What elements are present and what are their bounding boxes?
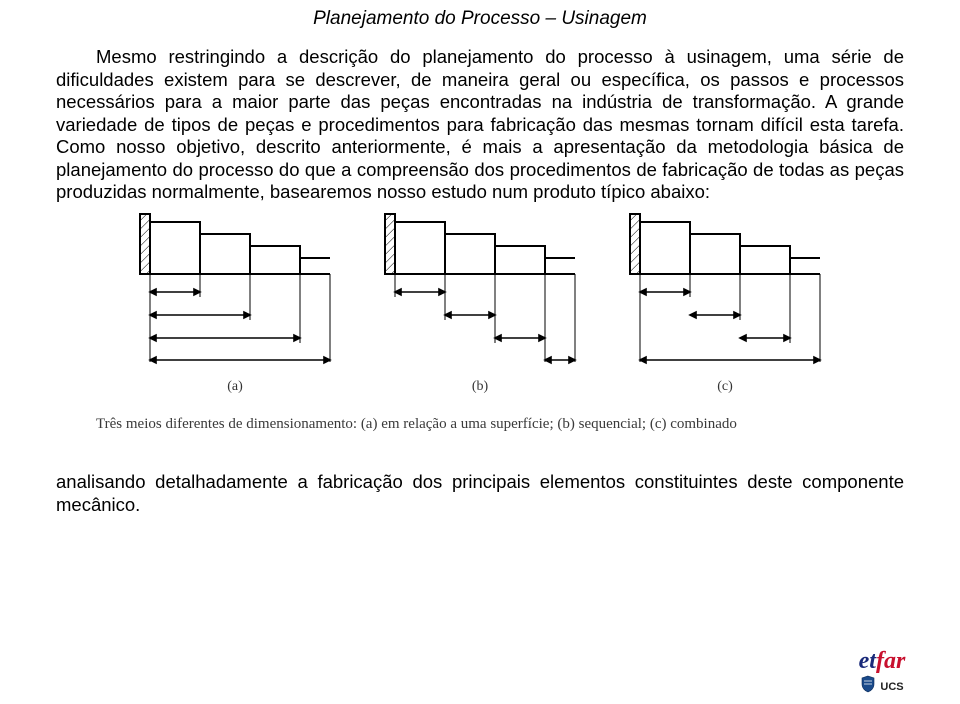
- panel-label-b: (b): [472, 379, 489, 394]
- closing-paragraph: analisando detalhadamente a fabricação d…: [56, 471, 904, 516]
- intro-paragraph: Mesmo restringindo a descrição do planej…: [56, 46, 904, 204]
- panel-label-a: (a): [227, 379, 243, 394]
- dimensioning-figure: (a): [56, 212, 904, 402]
- logo-text-left: et: [859, 648, 876, 674]
- figure-caption: Três meios diferentes de dimensionamento…: [96, 412, 864, 438]
- page-title: Planejamento do Processo – Usinagem: [56, 8, 904, 30]
- ucs-shield-icon: [860, 675, 876, 698]
- etfar-logo: etfar UCS: [834, 648, 930, 698]
- panel-label-c: (c): [717, 379, 733, 394]
- ucs-label: UCS: [880, 681, 903, 693]
- logo-text-right: far: [876, 648, 905, 674]
